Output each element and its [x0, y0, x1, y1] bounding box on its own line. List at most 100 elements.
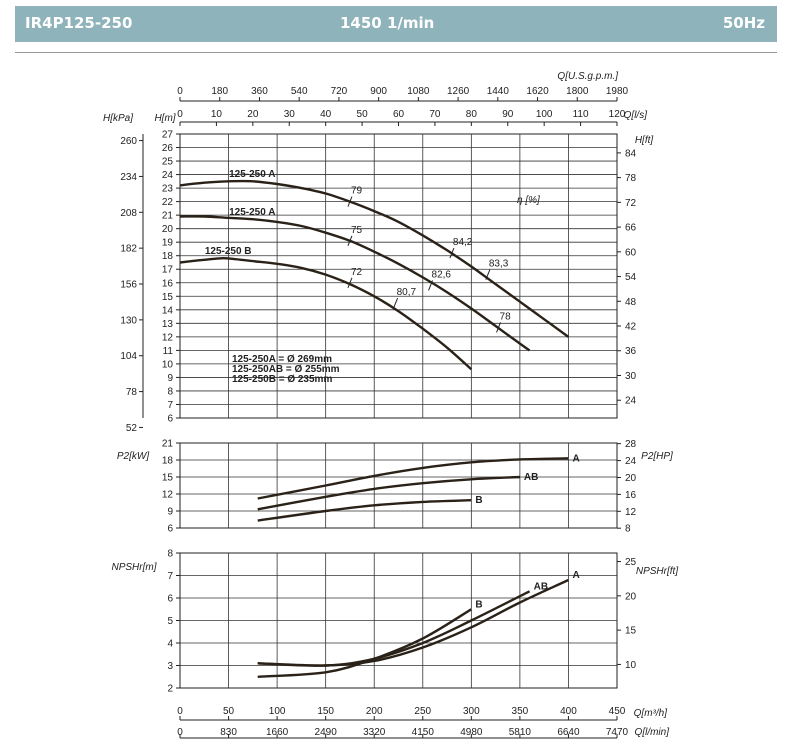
power-hp-axis-label: P2[HP] — [641, 451, 673, 462]
power-kw-tick-label: 18 — [162, 456, 174, 467]
head-kpa-tick-label: 260 — [120, 136, 137, 147]
head-ft-tick-label: 30 — [625, 371, 637, 382]
lmin-tick-label: 6640 — [557, 727, 580, 738]
npsh-ft-tick-label: 20 — [625, 591, 637, 602]
head-m-tick-label: 8 — [167, 386, 173, 397]
m3h-tick-label: 0 — [177, 706, 183, 717]
usgpm-tick-label: 540 — [291, 86, 308, 97]
npsh-m-tick-label: 3 — [167, 661, 173, 672]
npsh-series-label: A — [572, 570, 579, 581]
npsh-curve-2 — [257, 608, 472, 678]
power-hp-tick-label: 16 — [625, 490, 637, 501]
head-m-tick-label: 20 — [162, 224, 174, 235]
head-ft-tick-label: 72 — [625, 198, 637, 209]
npsh-m-tick-label: 8 — [167, 549, 173, 560]
power-curve-0 — [257, 457, 569, 500]
npsh-m-axis-label: NPSHr[m] — [112, 562, 157, 573]
eff-mark — [347, 277, 353, 288]
diameter-legend: 125-250B = Ø 235mm — [232, 374, 332, 385]
m3h-axis-label: Q[m³/h] — [634, 708, 668, 719]
head-ft-tick-label: 60 — [625, 247, 637, 258]
npsh-ft-tick-label: 25 — [625, 557, 637, 568]
eff-mark — [496, 322, 501, 333]
head-ft-axis-label: H[ft] — [635, 135, 654, 146]
lmin-tick-label: 2490 — [315, 727, 338, 738]
head-kpa-tick-label: 52 — [126, 423, 138, 434]
lmin-tick-label: 4980 — [460, 727, 483, 738]
eff-mark — [449, 247, 455, 259]
head-m-tick-label: 15 — [162, 292, 174, 303]
head-curve-0 — [179, 179, 570, 338]
lmin-tick-label: 1660 — [266, 727, 289, 738]
head-series-label: 125-250 B — [205, 246, 252, 257]
model-title: IR4P125-250 — [25, 14, 133, 32]
power-hp-tick-label: 20 — [625, 473, 637, 484]
usgpm-tick-label: 1620 — [526, 86, 549, 97]
power-kw-tick-label: 21 — [162, 439, 174, 450]
head-kpa-tick-label: 182 — [120, 244, 137, 255]
npsh-ft-axis-label: NPSHr[ft] — [636, 566, 678, 577]
head-m-tick-label: 11 — [163, 346, 174, 357]
power-series-label: B — [475, 495, 482, 506]
ls-tick-label: 10 — [211, 109, 223, 120]
head-ft-tick-label: 84 — [625, 148, 637, 159]
head-m-tick-label: 6 — [167, 414, 173, 425]
head-m-tick-label: 10 — [162, 359, 174, 370]
m3h-tick-label: 100 — [269, 706, 286, 717]
header-divider — [15, 52, 777, 53]
head-ft-tick-label: 48 — [625, 297, 637, 308]
eff-mark-label: 83,3 — [489, 259, 509, 270]
eff-mark-label: 80,7 — [397, 287, 417, 298]
npsh-curve-0 — [257, 578, 569, 667]
eff-mark-label: 75 — [351, 225, 363, 236]
eff-axis-label: η [%] — [517, 195, 540, 206]
speed-title: 1450 1/min — [340, 14, 435, 32]
head-ft-tick-label: 78 — [625, 173, 637, 184]
eff-mark — [428, 280, 434, 291]
ls-tick-label: 40 — [320, 109, 332, 120]
eff-mark-label: 79 — [351, 186, 363, 197]
npsh-ft-tick-label: 10 — [625, 660, 637, 671]
lmin-tick-label: 0 — [177, 727, 183, 738]
head-m-tick-label: 14 — [162, 305, 174, 316]
head-m-tick-label: 26 — [162, 143, 174, 154]
usgpm-tick-label: 0 — [177, 86, 183, 97]
m3h-tick-label: 150 — [317, 706, 334, 717]
m3h-tick-label: 50 — [223, 706, 235, 717]
ls-tick-label: 60 — [393, 109, 405, 120]
ls-tick-label: 110 — [573, 109, 589, 120]
head-curve-2 — [179, 256, 473, 371]
npsh-m-tick-label: 5 — [167, 616, 173, 627]
power-kw-axis-label: P2[kW] — [117, 451, 149, 462]
head-m-tick-label: 18 — [162, 251, 174, 262]
power-curve-1 — [257, 475, 520, 511]
eff-mark — [485, 269, 491, 280]
ls-tick-label: 100 — [536, 109, 553, 120]
usgpm-tick-label: 1080 — [407, 86, 430, 97]
usgpm-tick-label: 900 — [370, 86, 387, 97]
chart-header-bar: IR4P125-250 1450 1/min 50Hz — [15, 6, 777, 42]
head-m-tick-label: 25 — [162, 157, 174, 168]
head-kpa-axis-label: H[kPa] — [103, 113, 133, 124]
lmin-tick-label: 3320 — [363, 727, 386, 738]
head-kpa-tick-label: 104 — [120, 351, 137, 362]
head-m-axis-label: H[m] — [154, 113, 175, 124]
head-series-label: 125-250 A — [229, 207, 275, 218]
lmin-tick-label: 830 — [220, 727, 237, 738]
power-kw-tick-label: 9 — [167, 507, 173, 518]
ls-tick-label: 120 — [609, 109, 626, 120]
ls-tick-label: 80 — [466, 109, 478, 120]
head-ft-tick-label: 42 — [625, 322, 637, 333]
ls-tick-label: 50 — [357, 109, 369, 120]
head-m-tick-label: 19 — [162, 238, 174, 249]
frequency-title: 50Hz — [722, 14, 765, 32]
ls-tick-label: 70 — [429, 109, 441, 120]
eff-mark-label: 72 — [351, 267, 363, 278]
m3h-tick-label: 200 — [366, 706, 383, 717]
ls-tick-label: 20 — [247, 109, 259, 120]
diameter-legend: 125-250AB = Ø 255mm — [232, 364, 340, 375]
power-hp-tick-label: 24 — [625, 456, 637, 467]
eff-mark-label: 78 — [500, 311, 512, 322]
head-ft-tick-label: 24 — [625, 396, 637, 407]
eff-mark — [347, 196, 353, 207]
